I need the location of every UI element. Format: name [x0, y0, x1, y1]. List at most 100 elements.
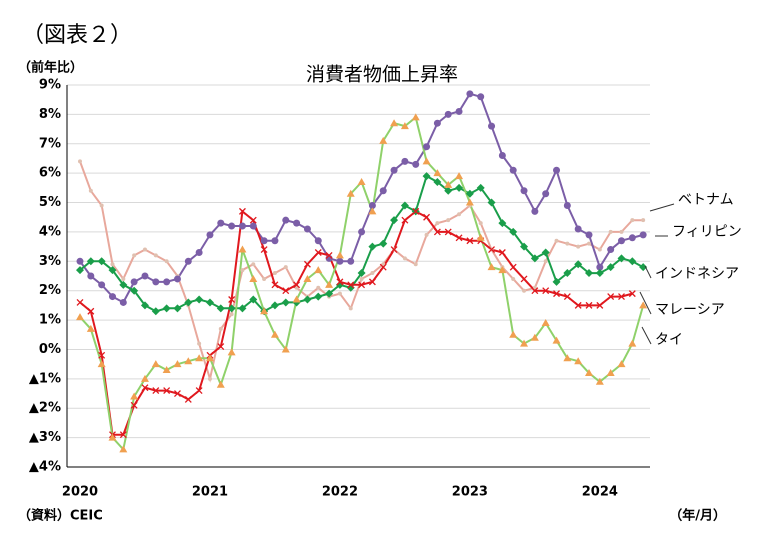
marker [565, 241, 570, 246]
marker [140, 374, 149, 382]
marker [78, 159, 82, 164]
marker [476, 233, 485, 241]
marker [140, 301, 149, 310]
series-label: フィリピン [672, 224, 742, 240]
marker [262, 276, 267, 281]
marker [348, 306, 353, 311]
marker [249, 295, 258, 304]
marker [97, 360, 106, 368]
marker [357, 269, 366, 278]
marker [617, 254, 626, 263]
marker [97, 257, 106, 266]
marker [110, 262, 115, 267]
marker [412, 207, 420, 215]
marker [173, 360, 182, 368]
marker [630, 218, 635, 223]
marker [238, 304, 247, 313]
marker [153, 253, 158, 258]
leader-line [641, 326, 652, 345]
marker [358, 281, 366, 289]
marker [260, 307, 269, 315]
marker [357, 177, 366, 185]
marker [325, 289, 334, 298]
y-tick-label: ▲4% [29, 460, 61, 475]
marker [227, 348, 236, 356]
y-tick-label: 3% [39, 254, 61, 269]
marker [433, 119, 441, 127]
marker [293, 281, 301, 289]
marker [498, 249, 506, 256]
marker [457, 212, 462, 217]
marker [368, 201, 376, 209]
marker [108, 433, 117, 441]
marker [520, 187, 528, 195]
series-label: ベトナム [678, 192, 734, 208]
marker [368, 242, 377, 251]
marker [151, 307, 160, 316]
marker [240, 268, 245, 273]
y-tick-label: ▲1% [29, 371, 61, 386]
marker [542, 287, 550, 295]
marker [563, 201, 571, 209]
marker [335, 280, 344, 289]
marker [260, 237, 268, 245]
series-line [79, 209, 633, 436]
marker [238, 207, 246, 215]
marker [282, 216, 290, 224]
marker [628, 257, 637, 266]
marker [86, 257, 95, 266]
marker [498, 266, 507, 274]
marker [303, 225, 311, 233]
marker [218, 326, 223, 331]
marker [509, 330, 518, 338]
marker [618, 237, 625, 245]
marker [444, 228, 452, 236]
marker [205, 298, 214, 307]
marker [303, 274, 312, 282]
y-tick-label: 9% [39, 78, 61, 93]
marker [238, 222, 246, 230]
source: （資料）CEIC [18, 508, 103, 524]
marker [87, 272, 95, 280]
marker [152, 387, 160, 395]
marker [401, 216, 409, 224]
marker [574, 225, 582, 233]
marker [217, 343, 225, 350]
marker [76, 298, 84, 306]
y-tick-label: 5% [39, 195, 61, 210]
marker [530, 333, 539, 341]
marker [433, 169, 442, 177]
marker [162, 304, 171, 313]
marker [98, 281, 106, 289]
marker [98, 351, 106, 359]
marker [270, 301, 279, 310]
marker [303, 260, 311, 268]
marker [606, 263, 615, 272]
marker [576, 244, 581, 249]
marker [76, 313, 84, 321]
marker [455, 183, 464, 192]
marker [585, 269, 594, 278]
y-tick-label: ▲3% [29, 430, 61, 445]
marker [595, 377, 604, 385]
y-tick-label: 0% [39, 342, 61, 357]
marker [498, 219, 507, 228]
marker [585, 231, 593, 239]
marker [423, 213, 431, 221]
marker [346, 283, 355, 292]
marker [585, 301, 593, 309]
marker [423, 143, 431, 151]
marker [444, 180, 453, 188]
marker [151, 360, 160, 368]
marker [184, 395, 192, 403]
marker [520, 275, 528, 283]
marker [195, 387, 203, 395]
marker [488, 246, 495, 254]
marker [400, 201, 409, 210]
marker [173, 304, 182, 313]
marker [488, 122, 496, 130]
marker [335, 251, 344, 259]
marker [465, 189, 474, 198]
marker [303, 295, 312, 304]
marker [455, 107, 463, 115]
